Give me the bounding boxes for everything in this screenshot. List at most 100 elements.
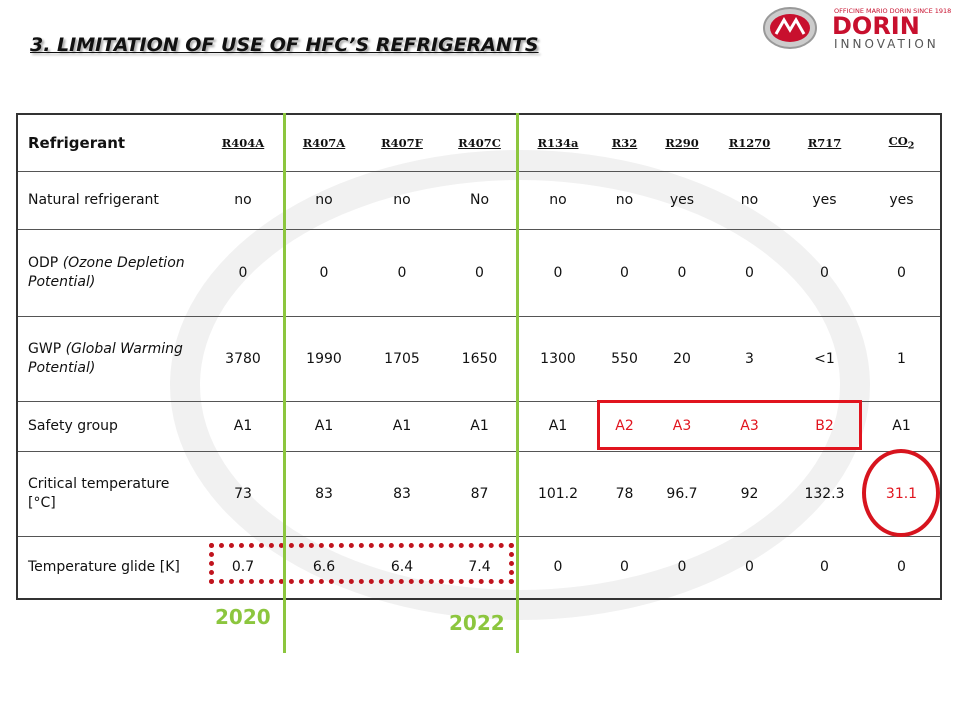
cell: A1	[285, 400, 363, 451]
cell: no	[518, 170, 598, 229]
slide-title: 3. LIMITATION OF USE OF HFC’S REFRIGERAN…	[30, 34, 539, 56]
cell: 0	[786, 228, 863, 316]
cell: 78	[598, 450, 651, 536]
column-header: R32	[598, 113, 651, 171]
cell: 550	[598, 315, 651, 401]
table-row: Critical temperature [°C] 73 83 83 87 101.2 78…	[17, 450, 941, 536]
year-label: 2020	[215, 605, 271, 629]
cell: 132.3	[786, 450, 863, 536]
cell: 1705	[363, 315, 441, 401]
cell: 101.2	[518, 450, 598, 536]
header-text: CO	[888, 134, 908, 149]
cell: B2	[786, 400, 863, 451]
divider-line	[516, 113, 519, 653]
cell: <1	[786, 315, 863, 401]
cell: A1	[863, 400, 941, 451]
cell: 0	[363, 228, 441, 316]
cell: 87	[441, 450, 518, 536]
cell: yes	[863, 170, 941, 229]
label-text: ODP	[28, 255, 59, 272]
row-label: Safety group	[17, 400, 201, 451]
column-header: R407A	[285, 113, 363, 171]
highlight-box	[597, 400, 862, 450]
cell: 1300	[518, 315, 598, 401]
label-note: (Global Warming Potential)	[28, 341, 183, 376]
cell: 0	[786, 535, 863, 599]
cell: 83	[285, 450, 363, 536]
cell: A1	[363, 400, 441, 451]
column-header: R1270	[713, 113, 786, 171]
column-header: R404A	[201, 113, 285, 171]
table-row: ODP (Ozone Depletion Potential) 0 0 0 0 0 0 0 0 0…	[17, 228, 941, 316]
year-label: 2022	[449, 611, 505, 635]
row-label: Temperature glide [K]	[17, 535, 201, 599]
cell: A3	[713, 400, 786, 451]
corner-cell: Refrigerant	[17, 113, 201, 171]
column-header: R134a	[518, 113, 598, 171]
cell: 0	[285, 228, 363, 316]
divider-line	[283, 113, 286, 653]
column-header: R290	[651, 113, 713, 171]
label-text: Safety group	[28, 417, 118, 434]
cell: 83	[363, 450, 441, 536]
logo-name: DORIN	[832, 12, 920, 40]
cell: 20	[651, 315, 713, 401]
cell: A2	[598, 400, 651, 451]
table-row: GWP (Global Warming Potential) 3780 1990 17…	[17, 315, 941, 401]
column-header: R407C	[441, 113, 518, 171]
table-row: Temperature glide [K] 0.7 6.6 6.4 7.4 0 0 0 0 0 0	[17, 535, 941, 599]
row-label: Natural refrigerant	[17, 170, 201, 229]
label-text: Critical temperature [°C]	[28, 476, 170, 511]
cell: 0	[713, 228, 786, 316]
cell: 1650	[441, 315, 518, 401]
cell: 0	[518, 535, 598, 599]
cell: 0	[598, 228, 651, 316]
column-header: R717	[786, 113, 863, 171]
logo-subtitle: INNOVATION	[834, 37, 939, 51]
cell: A1	[518, 400, 598, 451]
refrigerant-table: Refrigerant R404A R407A R407F R407C R134a R32 R…	[16, 113, 942, 600]
cell: 92	[713, 450, 786, 536]
cell: 0	[598, 535, 651, 599]
cell: 0	[713, 535, 786, 599]
label-text: Natural refrigerant	[28, 191, 159, 208]
cell: no	[598, 170, 651, 229]
cell: 1990	[285, 315, 363, 401]
row-label: Critical temperature [°C]	[17, 450, 201, 536]
cell: 96.7	[651, 450, 713, 536]
cell: 0	[863, 228, 941, 316]
header-row: Refrigerant R404A R407A R407F R407C R134a R32 R…	[17, 113, 941, 171]
column-header: CO2	[863, 113, 941, 171]
row-label: GWP (Global Warming Potential)	[17, 315, 201, 401]
table-row: Natural refrigerant no no no No no no yes no yes y…	[17, 170, 941, 229]
label-text: GWP	[28, 341, 62, 358]
label-note: (Ozone Depletion Potential)	[28, 255, 185, 290]
cell: No	[441, 170, 518, 229]
cell: 3	[713, 315, 786, 401]
cell: 73	[201, 450, 285, 536]
logo: OFFICINE MARIO DORIN SINCE 1918 DORIN IN…	[763, 7, 951, 51]
cell: yes	[651, 170, 713, 229]
logo-tagline: OFFICINE MARIO DORIN SINCE 1918	[834, 7, 951, 15]
header-sub: 2	[907, 140, 915, 152]
cell: 0	[651, 535, 713, 599]
cell: 0	[441, 228, 518, 316]
cell: no	[363, 170, 441, 229]
cell: 0	[651, 228, 713, 316]
cell: yes	[786, 170, 863, 229]
cell: 1	[863, 315, 941, 401]
row-label: ODP (Ozone Depletion Potential)	[17, 228, 201, 316]
cell: 0	[201, 228, 285, 316]
cell: no	[201, 170, 285, 229]
cell: A1	[441, 400, 518, 451]
table-row: Safety group A1 A1 A1 A1 A1 A2 A3 A3 B2 A1	[17, 400, 941, 451]
label-text: Temperature glide [K]	[28, 559, 180, 576]
dotted-box	[209, 543, 514, 584]
cell: no	[285, 170, 363, 229]
cell: 3780	[201, 315, 285, 401]
cell: no	[713, 170, 786, 229]
highlight-circle	[862, 449, 940, 537]
cell: 0	[518, 228, 598, 316]
cell: A1	[201, 400, 285, 451]
